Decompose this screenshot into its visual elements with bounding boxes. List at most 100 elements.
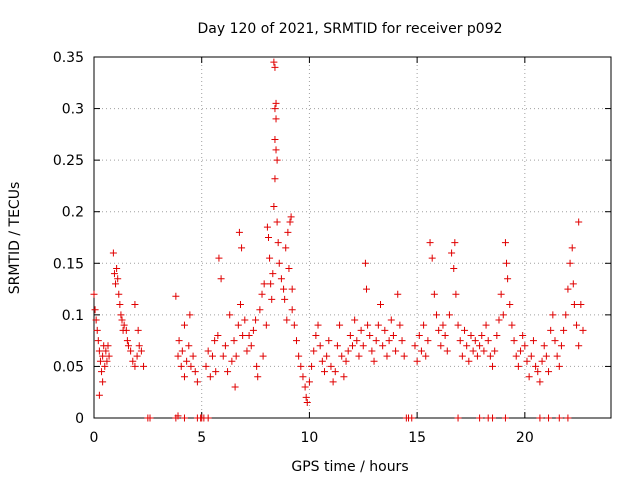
- data-point: [104, 342, 112, 350]
- data-point: [271, 136, 279, 144]
- data-point: [277, 275, 285, 283]
- data-point: [301, 383, 309, 391]
- data-point: [579, 326, 587, 334]
- data-point: [137, 347, 145, 355]
- data-point: [575, 342, 583, 350]
- data-point: [568, 244, 576, 252]
- data-point: [314, 321, 322, 329]
- data-point: [308, 362, 316, 370]
- data-point: [180, 414, 188, 422]
- data-point: [408, 414, 416, 422]
- data-point: [253, 362, 261, 370]
- data-point: [204, 414, 212, 422]
- data-point: [288, 306, 296, 314]
- data-point: [236, 301, 244, 309]
- data-point: [385, 337, 393, 345]
- y-tick-label: 0.15: [53, 256, 84, 272]
- data-point: [476, 342, 484, 350]
- data-point: [478, 331, 486, 339]
- data-point: [96, 357, 104, 365]
- data-point: [357, 326, 365, 334]
- data-point: [545, 368, 553, 376]
- data-point: [532, 362, 540, 370]
- y-tick-label: 0.3: [62, 102, 84, 118]
- chart-title: Day 120 of 2021, SRMTID for receiver p09…: [197, 21, 502, 37]
- data-point: [370, 357, 378, 365]
- data-point: [557, 342, 565, 350]
- y-tick-label: 0.25: [53, 153, 84, 169]
- data-point: [116, 301, 124, 309]
- data-point: [285, 264, 293, 272]
- data-point: [219, 352, 227, 360]
- data-point: [217, 275, 225, 283]
- data-point: [258, 290, 266, 298]
- data-point: [275, 259, 283, 267]
- data-point: [325, 337, 333, 345]
- data-point: [174, 352, 182, 360]
- data-point: [519, 331, 527, 339]
- data-point: [377, 301, 385, 309]
- data-point: [260, 280, 268, 288]
- y-tick-label: 0: [75, 411, 84, 427]
- data-point: [441, 331, 449, 339]
- data-point: [283, 316, 291, 324]
- axis-ticks: 0 5 10 15 20 0 0.05 0.1 0.15 0.2 0.25 0.3 0.35: [53, 50, 611, 446]
- data-point: [230, 337, 238, 345]
- data-point: [351, 316, 359, 324]
- data-point: [280, 285, 288, 293]
- data-point: [549, 311, 557, 319]
- data-point: [281, 295, 289, 303]
- data-point: [270, 203, 278, 211]
- data-point: [193, 378, 201, 386]
- data-point: [117, 311, 125, 319]
- x-tick-label: 20: [516, 430, 534, 446]
- data-point: [575, 218, 583, 226]
- data-point: [189, 352, 197, 360]
- data-point: [241, 316, 249, 324]
- data-point: [178, 347, 186, 355]
- data-point: [99, 352, 107, 360]
- data-point: [461, 326, 469, 334]
- data-point: [295, 352, 303, 360]
- data-point: [523, 357, 531, 365]
- data-point: [454, 321, 462, 329]
- data-point: [228, 357, 236, 365]
- data-point: [424, 337, 432, 345]
- data-point: [180, 321, 188, 329]
- data-point: [573, 321, 581, 329]
- data-point: [493, 331, 501, 339]
- data-point: [124, 342, 132, 350]
- data-point: [471, 337, 479, 345]
- data-point: [499, 311, 507, 319]
- data-point: [545, 414, 553, 422]
- data-point: [439, 321, 447, 329]
- data-point: [489, 414, 497, 422]
- data-point: [114, 275, 122, 283]
- data-point: [435, 326, 443, 334]
- data-point: [342, 357, 350, 365]
- data-point: [555, 414, 563, 422]
- data-point: [305, 378, 313, 386]
- data-point: [303, 399, 311, 407]
- data-point: [452, 290, 460, 298]
- data-point: [288, 285, 296, 293]
- data-point: [381, 326, 389, 334]
- data-point: [264, 234, 272, 241]
- data-point: [235, 228, 243, 236]
- data-point: [415, 331, 423, 339]
- y-tick-label: 0.2: [62, 205, 84, 221]
- data-point: [413, 357, 421, 365]
- data-point: [387, 316, 395, 324]
- data-point: [344, 347, 352, 355]
- data-point: [110, 270, 118, 278]
- data-point: [206, 373, 214, 381]
- data-point: [221, 342, 229, 350]
- data-point: [270, 58, 278, 66]
- data-point: [98, 368, 106, 376]
- data-point: [569, 280, 577, 288]
- data-point: [286, 218, 294, 226]
- data-point: [473, 352, 481, 360]
- data-point: [202, 362, 210, 370]
- data-point: [262, 321, 270, 329]
